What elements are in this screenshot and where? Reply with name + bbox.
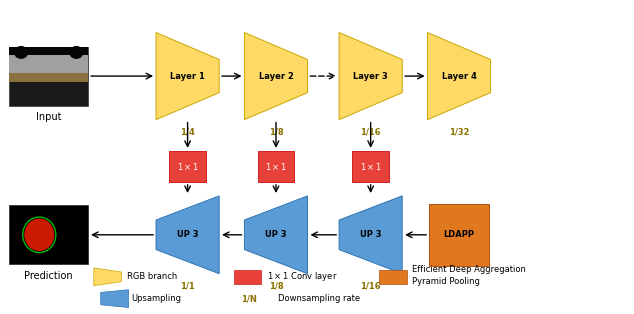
Text: Efficient Deep Aggregation
Pyramid Pooling: Efficient Deep Aggregation Pyramid Pooli… — [412, 264, 526, 286]
Text: UP 3: UP 3 — [360, 230, 382, 239]
Text: Layer 4: Layer 4 — [442, 72, 477, 81]
Text: RGB branch: RGB branch — [127, 272, 178, 281]
Text: LDAPP: LDAPP — [444, 230, 474, 239]
Text: Prediction: Prediction — [25, 271, 73, 281]
Text: 1/4: 1/4 — [180, 127, 195, 137]
Polygon shape — [245, 33, 307, 120]
Text: UP 3: UP 3 — [265, 230, 287, 239]
Text: 1/32: 1/32 — [449, 127, 469, 137]
Text: UP 3: UP 3 — [177, 230, 198, 239]
Text: Input: Input — [36, 112, 61, 122]
Bar — [10, 205, 88, 264]
Text: Downsampling rate: Downsampling rate — [278, 294, 360, 303]
Polygon shape — [339, 196, 402, 274]
FancyBboxPatch shape — [353, 151, 389, 182]
Bar — [10, 46, 88, 64]
FancyBboxPatch shape — [429, 204, 489, 266]
Text: Layer 1: Layer 1 — [170, 72, 205, 81]
Text: $1\times1$: $1\times1$ — [176, 161, 198, 172]
Text: 1/N: 1/N — [241, 294, 257, 303]
Text: 1/16: 1/16 — [360, 127, 381, 137]
Bar — [10, 46, 88, 106]
Text: $1\times1$: $1\times1$ — [265, 161, 287, 172]
Text: Layer 2: Layer 2 — [259, 72, 294, 81]
Text: 1/16: 1/16 — [360, 282, 381, 291]
Ellipse shape — [24, 219, 55, 251]
Polygon shape — [427, 33, 491, 120]
Polygon shape — [245, 196, 307, 274]
Polygon shape — [94, 268, 122, 286]
Ellipse shape — [69, 46, 84, 59]
Polygon shape — [156, 33, 219, 120]
Text: Upsampling: Upsampling — [131, 294, 181, 303]
Polygon shape — [156, 196, 219, 274]
Bar — [10, 64, 88, 82]
Polygon shape — [339, 33, 402, 120]
Polygon shape — [101, 290, 129, 307]
Ellipse shape — [14, 46, 29, 59]
FancyBboxPatch shape — [257, 151, 294, 182]
Text: 1/1: 1/1 — [180, 282, 195, 291]
Text: $1\times1$: $1\times1$ — [359, 161, 382, 172]
Text: 1/8: 1/8 — [269, 127, 283, 137]
Bar — [234, 270, 261, 284]
Text: $1\times1$ Conv layer: $1\times1$ Conv layer — [267, 270, 337, 283]
Text: 1/8: 1/8 — [269, 282, 283, 291]
Bar — [10, 55, 88, 73]
FancyBboxPatch shape — [169, 151, 206, 182]
Bar — [379, 270, 406, 284]
Text: Layer 3: Layer 3 — [353, 72, 388, 81]
